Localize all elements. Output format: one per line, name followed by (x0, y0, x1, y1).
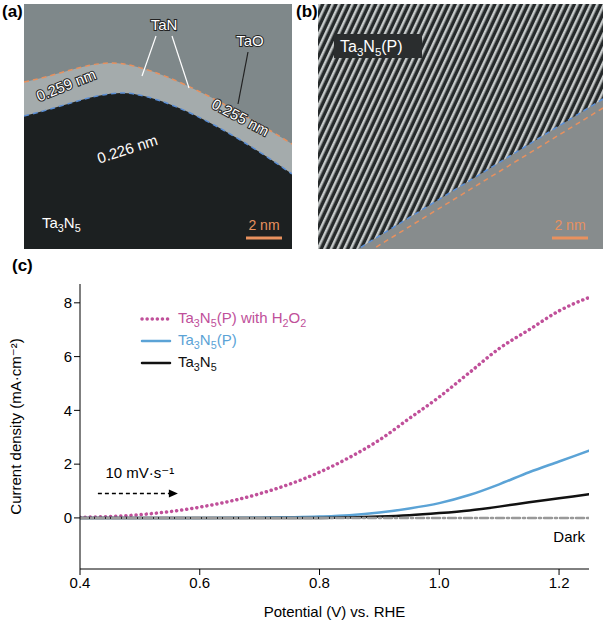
html-text:Ta3N5(P): Ta3N5(P) (178, 331, 237, 351)
svg-text:10 mV·s⁻¹: 10 mV·s⁻¹ (105, 464, 174, 481)
svg-text:Dark: Dark (553, 528, 585, 545)
svg-text:2 nm: 2 nm (554, 217, 585, 233)
html-text:(a): (a) (2, 2, 23, 21)
html-text:Ta3N5: Ta3N5 (178, 353, 217, 373)
svg-text:0.255 nm: 0.255 nm (209, 95, 272, 139)
svg-text:0.6: 0.6 (189, 574, 210, 591)
svg-text:6: 6 (64, 348, 72, 365)
svg-text:1.0: 1.0 (429, 574, 450, 591)
svg-text:1.2: 1.2 (549, 574, 570, 591)
svg-text:4: 4 (64, 402, 72, 419)
svg-text:8: 8 (64, 294, 72, 311)
svg-text:Current density (mA·cm⁻²): Current density (mA·cm⁻²) (7, 338, 24, 514)
html-text:(c): (c) (12, 256, 33, 275)
svg-text:0: 0 (64, 509, 72, 526)
svg-text:TaO: TaO (236, 32, 264, 49)
svg-text:0.226 nm: 0.226 nm (95, 131, 160, 166)
svg-text:Ta3N5: Ta3N5 (42, 214, 81, 234)
svg-text:Potential (V) vs. RHE: Potential (V) vs. RHE (264, 603, 406, 620)
html-text:(b): (b) (296, 2, 318, 21)
svg-text:0.8: 0.8 (309, 574, 330, 591)
svg-text:Ta3N5(P): Ta3N5(P) (340, 38, 403, 58)
svg-text:0.259 nm: 0.259 nm (34, 65, 98, 104)
svg-text:TaN: TaN (151, 16, 178, 33)
svg-text:0.4: 0.4 (70, 574, 91, 591)
svg-text:2 nm: 2 nm (248, 217, 279, 233)
svg-text:2: 2 (64, 455, 72, 472)
html-text:Ta3N5(P) with H2O2: Ta3N5(P) with H2O2 (178, 309, 307, 329)
